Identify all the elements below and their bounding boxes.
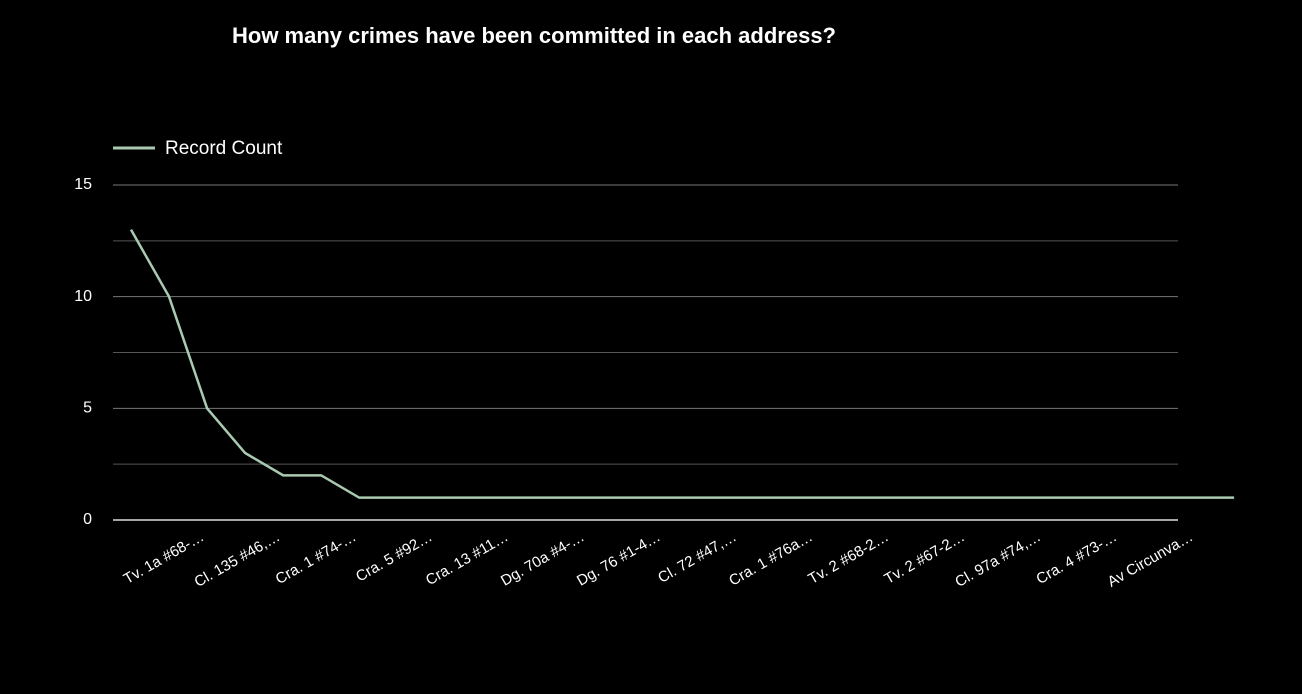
x-tick-label: Av Circunva… [1105,528,1196,591]
legend-label: Record Count [165,138,283,159]
x-tick-label: Dg. 70a #4-… [498,528,587,589]
x-tick-label: Dg. 76 #1-4… [574,528,663,589]
y-tick-label: 5 [83,400,92,417]
line [129,229,1235,499]
x-tick-label: Cra. 13 #11… [423,528,511,589]
y-tick-label: 0 [83,511,92,528]
x-tick-label: Tv. 2 #68-2… [805,528,891,588]
x-tick-label: Cra. 1 #74-… [273,528,359,588]
chart-title: How many crimes have been committed in e… [232,23,836,48]
x-tick-label: Cl. 97a #74,… [952,528,1044,591]
y-tick-label: 15 [74,176,92,193]
x-tick-label: Cl. 135 #46,… [192,528,284,591]
x-tick-label: Cra. 1 #76a… [726,528,815,589]
y-tick-label: 10 [74,288,92,305]
x-tick-label: Cra. 5 #92… [353,528,435,585]
